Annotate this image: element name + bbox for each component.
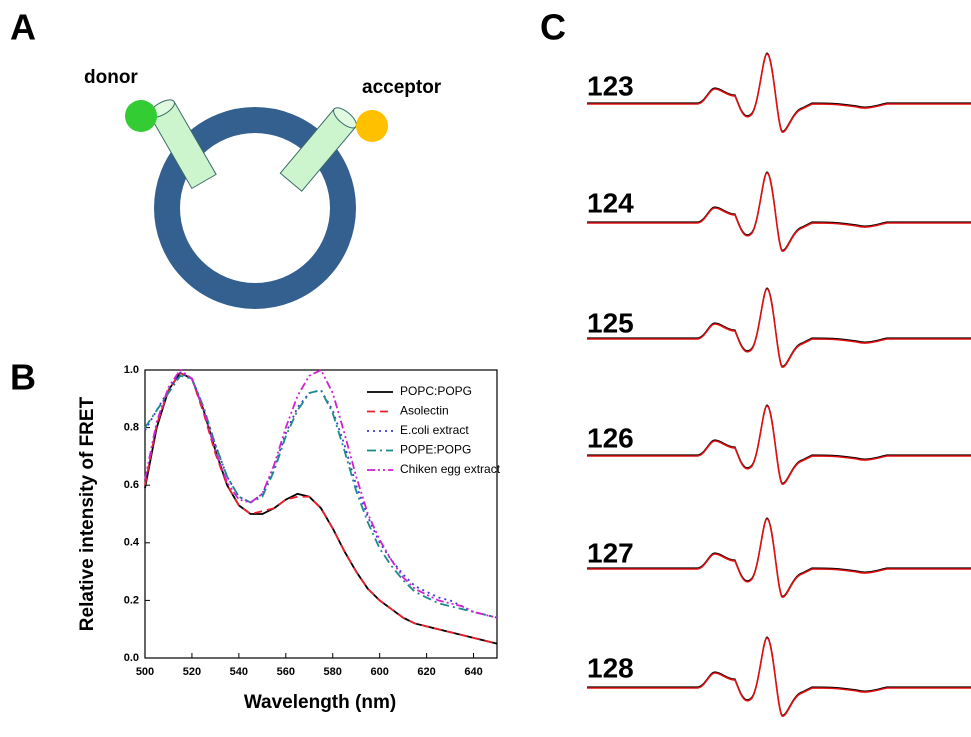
vesicle	[154, 107, 356, 309]
panel-label: C	[540, 7, 566, 48]
legend-label: Chiken egg extract	[400, 462, 501, 476]
legend-label: POPE:POPG	[400, 443, 471, 457]
y-tick-label: 0.8	[124, 422, 139, 434]
plot-frame	[144, 369, 498, 659]
legend-label: E.coli extract	[400, 423, 469, 437]
x-axis-label: Wavelength (nm)	[244, 692, 396, 713]
panel-label: B	[10, 357, 36, 398]
x-tick-label: 600	[370, 666, 388, 678]
spectrum-label: 124	[587, 187, 634, 218]
x-tick-label: 640	[464, 666, 482, 678]
x-tick-label: 520	[183, 666, 201, 678]
spectrum-label: 125	[587, 307, 634, 338]
panel-label: A	[10, 7, 36, 48]
y-tick-label: 0.2	[124, 594, 139, 606]
legend-label: Asolectin	[400, 404, 449, 418]
spectrum-label: 128	[587, 652, 634, 683]
series-line	[144, 371, 498, 645]
donor-dot	[125, 100, 157, 132]
x-tick-label: 500	[136, 666, 154, 678]
y-tick-label: 0.0	[124, 652, 139, 664]
x-tick-label: 620	[417, 666, 435, 678]
x-tick-label: 580	[324, 666, 342, 678]
acceptor-dot	[356, 110, 388, 142]
diagram: donor acceptor	[84, 67, 442, 309]
y-tick-label: 0.4	[124, 537, 140, 549]
y-tick-label: 1.0	[124, 364, 139, 376]
acceptor-helix	[279, 107, 357, 192]
series-line	[144, 368, 498, 619]
spectra	[586, 52, 971, 717]
y-axis-label: Relative intensity of FRET	[77, 396, 98, 631]
x-tick-label: 540	[230, 666, 248, 678]
spectrum-label: 127	[587, 537, 634, 568]
y-tick-label: 0.6	[124, 479, 139, 491]
x-tick-label: 560	[277, 666, 295, 678]
donor-label: donor	[84, 67, 138, 88]
acceptor-label: acceptor	[362, 77, 442, 98]
spectrum-label: 126	[587, 422, 634, 453]
legend-label: POPC:POPG	[400, 384, 472, 398]
spectrum-label: 123	[587, 70, 634, 101]
